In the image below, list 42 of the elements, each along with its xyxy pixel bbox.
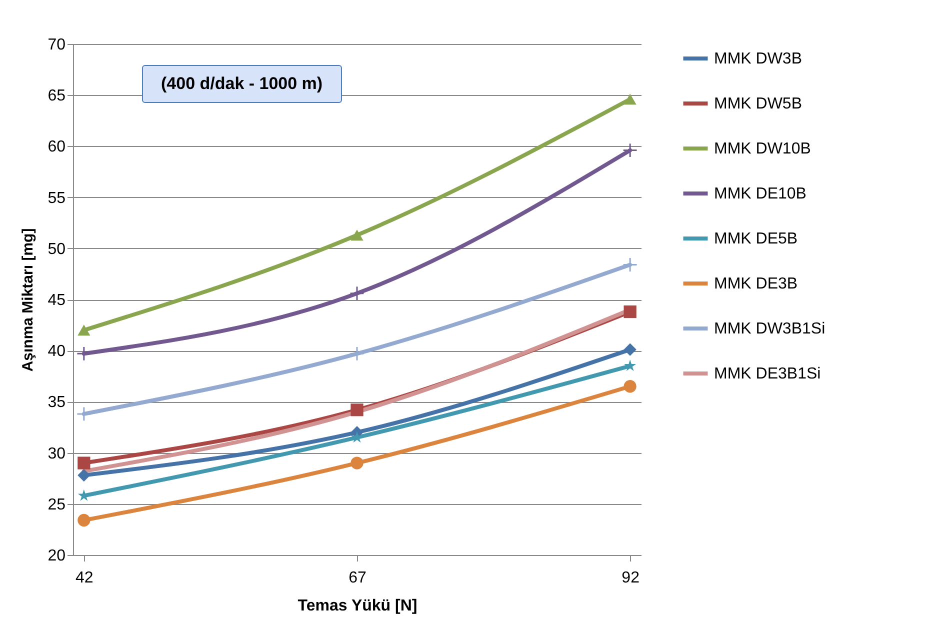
- point: [78, 468, 90, 482]
- y-tick-label: 55: [48, 190, 66, 207]
- x-axis-title: Temas Yükü [N]: [298, 598, 418, 614]
- y-tick-label: 45: [48, 292, 66, 309]
- point: [350, 404, 364, 416]
- point: [78, 456, 90, 470]
- y-tick-label: 35: [48, 394, 66, 412]
- point: [624, 343, 636, 356]
- legend-label: MMK DW3B: [714, 50, 802, 68]
- point: [622, 257, 638, 272]
- y-tick-label: 40: [48, 343, 66, 360]
- point: [624, 305, 636, 318]
- point: [624, 94, 636, 105]
- point: [622, 142, 638, 158]
- y-tick-label: 25: [48, 496, 66, 514]
- legend-label: MMK DW10B: [714, 140, 811, 158]
- y-tick-label: 60: [48, 138, 66, 156]
- point: [78, 324, 90, 336]
- y-tick-label: 65: [48, 88, 66, 105]
- y-tick-label: 70: [48, 36, 66, 54]
- y-tick-label: 50: [48, 240, 66, 258]
- point: [350, 346, 364, 362]
- point: [76, 406, 92, 422]
- note-box: (400 d/dak - 1000 m): [142, 65, 342, 103]
- y-axis-title: Aşınma Miktarı [mg]: [20, 228, 37, 372]
- y-tick-label: 30: [48, 445, 66, 462]
- point: [624, 380, 636, 393]
- point: [350, 230, 364, 241]
- legend-label: MMK DE3B: [714, 276, 798, 292]
- point: [624, 360, 636, 372]
- legend-label: MMK DE10B: [714, 186, 806, 202]
- point: [78, 514, 90, 527]
- legend-label: MMK DW5B: [714, 96, 802, 112]
- point: [350, 456, 364, 470]
- legend-label: MMK DW3B1Si: [714, 320, 826, 338]
- legend-label: MMK DE5B: [714, 230, 798, 248]
- x-tick-label: 67: [348, 570, 366, 586]
- y-tick-label: 20: [48, 548, 66, 564]
- legend-label: MMK DE3B1Si: [714, 366, 821, 382]
- x-tick-label: 92: [622, 570, 640, 586]
- point: [350, 286, 364, 301]
- x-tick-label: 42: [76, 570, 94, 586]
